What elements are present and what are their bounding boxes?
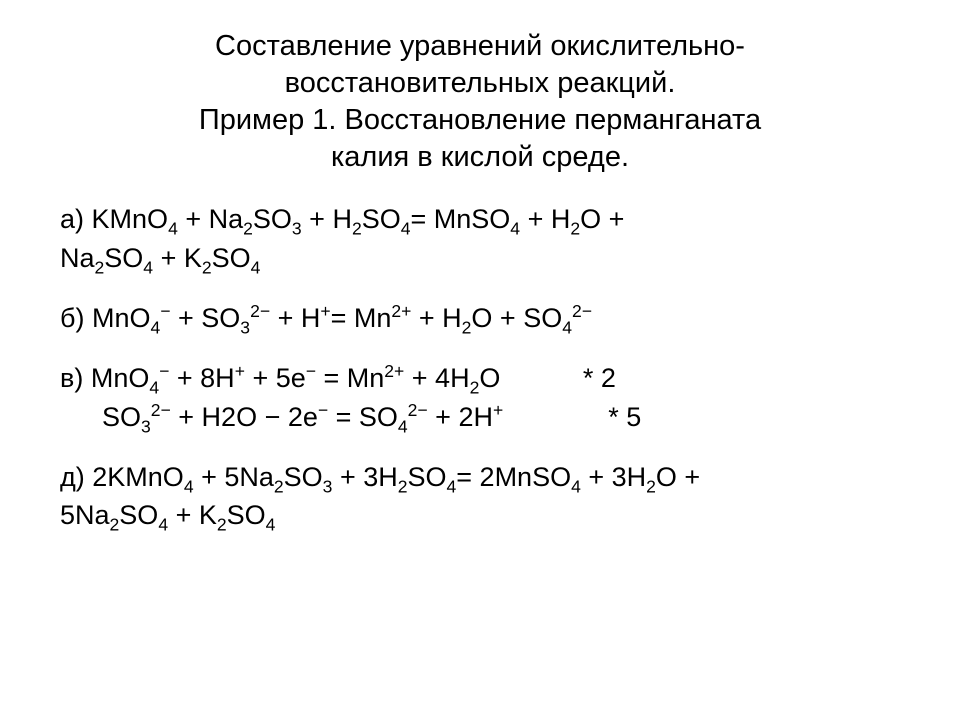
eq-a-1: KMnO4 + Na2SO3 + H2SO4= MnSO4 + H2O +	[92, 204, 625, 234]
equation-v-line2: SO32− + H2O − 2e− = SO42− + 2H+ * 5	[60, 398, 900, 436]
title-line-4: калия в кислой среде.	[331, 141, 629, 173]
title-line-2: восстановительных реакций.	[285, 67, 676, 99]
label-a: а)	[60, 204, 84, 234]
title-line-3: Пример 1. Восстановление перманганата	[199, 104, 761, 136]
equation-a-line1: а) KMnO4 + Na2SO3 + H2SO4= MnSO4 + H2O +	[60, 200, 900, 238]
equation-d-line1: д) 2KMnO4 + 5Na2SO3 + 3H2SO4= 2MnSO4 + 3…	[60, 458, 900, 496]
label-v: в)	[60, 363, 83, 393]
equation-v-line1: в) MnO4− + 8H+ + 5e− = Mn2+ + 4H2O * 2	[60, 359, 900, 397]
slide: Составление уравнений окислительно- восс…	[0, 0, 960, 720]
label-d: д)	[60, 462, 85, 492]
eq-v-1: MnO4− + 8H+ + 5e− = Mn2+ + 4H2O * 2	[91, 363, 616, 393]
equation-d-line2: 5Na2SO4 + K2SO4	[60, 496, 900, 534]
eq-d-1: 2KMnO4 + 5Na2SO3 + 3H2SO4= 2MnSO4 + 3H2O…	[92, 462, 700, 492]
equation-a-line2: Na2SO4 + K2SO4	[60, 239, 900, 277]
slide-body: а) KMnO4 + Na2SO3 + H2SO4= MnSO4 + H2O +…	[60, 200, 900, 534]
label-b: б)	[60, 303, 84, 333]
eq-b: MnO4− + SO32− + H+= Mn2+ + H2O + SO42−	[92, 303, 592, 333]
equation-b: б) MnO4− + SO32− + H+= Mn2+ + H2O + SO42…	[60, 299, 900, 337]
title-line-1: Составление уравнений окислительно-	[215, 30, 745, 62]
slide-title: Составление уравнений окислительно- восс…	[60, 28, 900, 176]
